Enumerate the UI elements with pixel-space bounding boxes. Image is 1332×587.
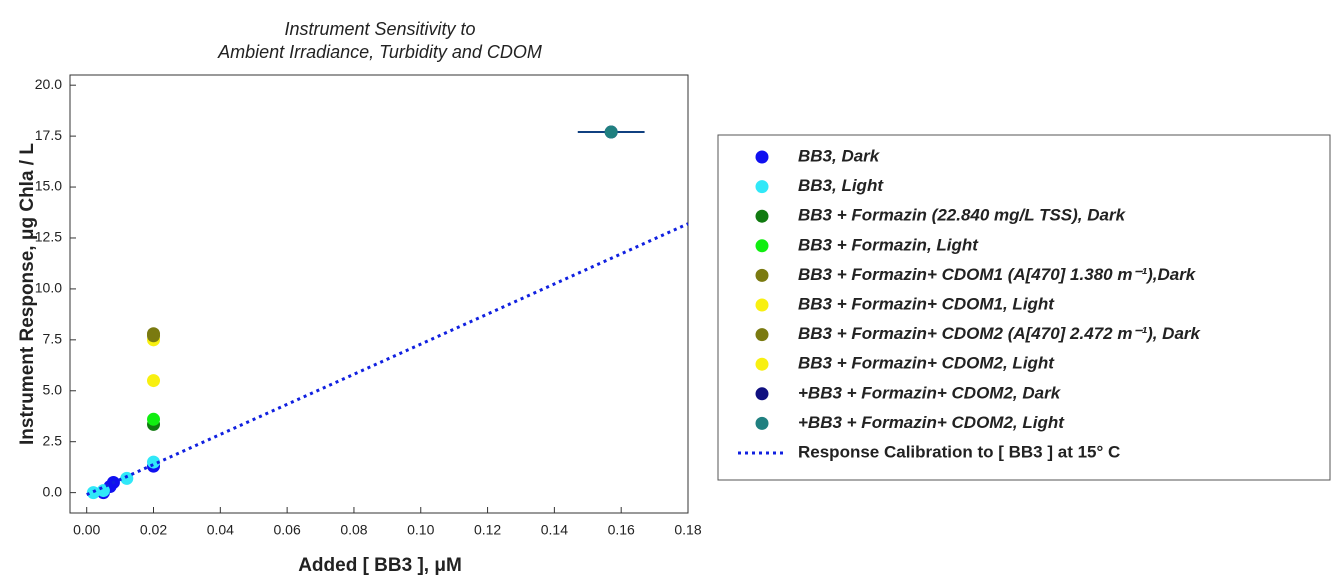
y-tick-label: 5.0: [43, 381, 63, 397]
y-tick-label: 7.5: [43, 331, 63, 347]
legend-label: BB3 + Formazin+ CDOM1 (A[470] 1.380 m⁻¹)…: [798, 265, 1197, 284]
x-tick-label: 0.08: [340, 522, 367, 538]
legend-label: BB3 + Formazin (22.840 mg/L TSS), Dark: [798, 206, 1127, 225]
point: [147, 329, 161, 343]
legend-marker: [755, 209, 769, 223]
x-tick-label: 0.16: [608, 522, 635, 538]
legend-label: BB3, Light: [798, 176, 884, 195]
y-tick-label: 10.0: [35, 280, 62, 296]
calibration-line: [86, 222, 689, 497]
legend-label: BB3 + Formazin+ CDOM2 (A[470] 2.472 m⁻¹)…: [798, 324, 1202, 343]
legend-marker: [755, 298, 769, 312]
chart-title: Instrument Sensitivity to: [284, 19, 475, 39]
point: [147, 374, 161, 388]
y-tick-label: 15.0: [35, 178, 62, 194]
legend-label: +BB3 + Formazin+ CDOM2, Dark: [798, 383, 1062, 402]
y-tick-label: 2.5: [43, 432, 63, 448]
x-tick-label: 0.18: [674, 522, 701, 538]
y-axis-label: Instrument Response, μg Chla / L: [17, 143, 38, 445]
plot-frame: [69, 74, 689, 514]
x-tick-label: 0.12: [474, 522, 501, 538]
legend-box: [717, 134, 1331, 481]
x-tick-label: 0.02: [140, 522, 167, 538]
x-tick-label: 0.00: [73, 522, 100, 538]
chart-title: Ambient Irradiance, Turbidity and CDOM: [217, 42, 542, 62]
legend-marker: [755, 150, 769, 164]
legend-label: BB3 + Formazin, Light: [798, 235, 979, 254]
legend-marker: [755, 416, 769, 430]
x-tick-label: 0.04: [207, 522, 234, 538]
y-tick-label: 17.5: [35, 127, 62, 143]
point: [120, 471, 134, 485]
legend-marker: [755, 239, 769, 253]
legend-label: BB3 + Formazin+ CDOM1, Light: [798, 294, 1055, 313]
legend-marker: [755, 180, 769, 194]
legend-marker: [755, 268, 769, 282]
x-tick-label: 0.14: [541, 522, 568, 538]
y-tick-label: 20.0: [35, 76, 62, 92]
y-tick-label: 12.5: [35, 229, 62, 245]
y-tick-label: 0.0: [43, 483, 63, 499]
legend-marker: [755, 357, 769, 371]
legend-marker: [755, 387, 769, 401]
legend-label: Response Calibration to [ BB3 ] at 15° C: [798, 442, 1120, 461]
point: [147, 412, 161, 426]
x-axis-label: Added [ BB3 ], μM: [298, 555, 462, 576]
legend-label: BB3, Dark: [798, 146, 881, 165]
point: [86, 486, 100, 500]
point: [604, 125, 618, 139]
legend-marker: [755, 328, 769, 342]
x-tick-label: 0.10: [407, 522, 434, 538]
legend-label: BB3 + Formazin+ CDOM2, Light: [798, 354, 1055, 373]
legend-label: +BB3 + Formazin+ CDOM2, Light: [798, 413, 1065, 432]
x-tick-label: 0.06: [274, 522, 301, 538]
